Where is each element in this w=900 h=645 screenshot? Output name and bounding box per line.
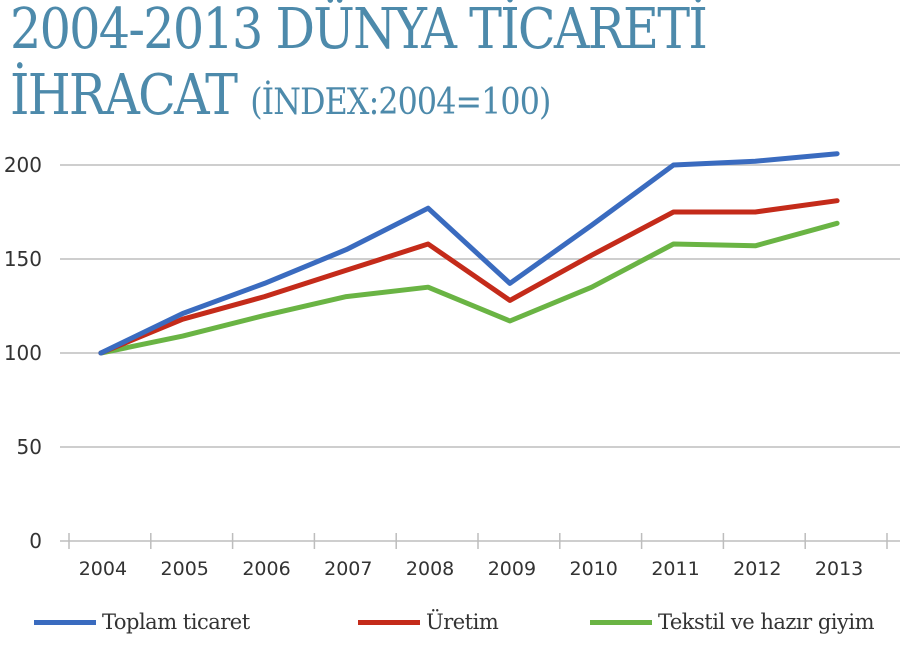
title-subtitle: (İNDEX:2004=100) — [250, 82, 551, 123]
y-tick-label: 50 — [17, 435, 42, 459]
legend-swatch-toplam — [34, 619, 96, 625]
x-tick-label: 2007 — [324, 558, 372, 580]
chart-title: 2004-2013 DÜNYA TİCARETİ İHRACAT (İNDEX:… — [10, 2, 801, 124]
x-axis: 2004 2005 2006 2007 2008 2009 2010 2011 2012 2013 — [68, 533, 888, 580]
title-line-1: 2004-2013 DÜNYA TİCARETİ — [10, 0, 708, 62]
x-tick-label: 2011 — [651, 558, 699, 580]
legend: Toplam ticaret Üretim Tekstil ve hazır g… — [0, 610, 900, 640]
x-tick-label: 2013 — [815, 558, 863, 580]
series-lines — [98, 151, 840, 356]
x-tick-label: 2004 — [79, 558, 127, 580]
y-tick-label: 100 — [4, 341, 42, 365]
x-tick-label: 2010 — [570, 558, 618, 580]
series-line-toplam-ticaret — [98, 151, 840, 356]
series-line-uretim — [98, 198, 840, 356]
legend-label: Toplam ticaret — [102, 610, 250, 634]
legend-swatch-tekstil — [590, 619, 652, 625]
y-tick-label: 200 — [4, 153, 42, 177]
legend-swatch-uretim — [358, 619, 420, 625]
legend-item-toplam: Toplam ticaret — [34, 610, 250, 634]
legend-label: Tekstil ve hazır giyim — [658, 610, 875, 634]
x-tick-label: 2005 — [161, 558, 209, 580]
y-tick-label: 150 — [4, 247, 42, 271]
legend-label: Üretim — [426, 610, 499, 634]
y-tick-label: 0 — [29, 529, 42, 553]
title-line-2: İHRACAT (İNDEX:2004=100) — [10, 68, 706, 124]
title-main: İHRACAT — [10, 63, 238, 128]
series-line-tekstil — [98, 220, 840, 356]
x-tick-label: 2012 — [733, 558, 781, 580]
gridlines — [60, 164, 900, 542]
x-tick-label: 2008 — [406, 558, 454, 580]
legend-item-tekstil: Tekstil ve hazır giyim — [590, 610, 875, 634]
x-tick-label: 2009 — [488, 558, 536, 580]
line-chart: 0 50 100 150 200 2004 2005 2006 2007 2008 2009 201… — [4, 151, 900, 580]
x-tick-label: 2006 — [242, 558, 290, 580]
legend-item-uretim: Üretim — [358, 610, 499, 634]
y-axis: 0 50 100 150 200 — [4, 153, 42, 553]
